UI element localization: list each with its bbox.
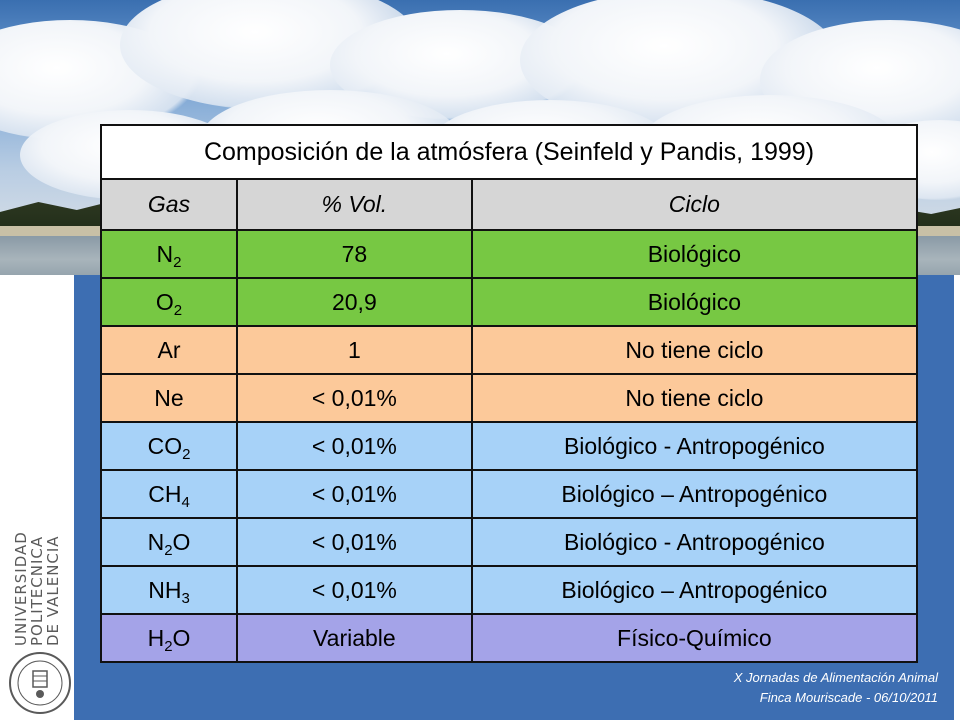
gas-cell: CH4 <box>100 469 238 519</box>
table-row: CO2 < 0,01% Biológico - Antropogénico <box>100 421 919 471</box>
ciclo-cell: Biológico – Antropogénico <box>470 469 919 519</box>
ciclo-cell: No tiene ciclo <box>470 325 919 375</box>
vol-cell: < 0,01% <box>236 469 473 519</box>
table-row: O2 20,9 Biológico <box>100 277 919 327</box>
atmosphere-table: Composición de la atmósfera (Seinfeld y … <box>100 124 919 663</box>
table-row: H2O Variable Físico-Químico <box>100 613 919 663</box>
vol-cell: < 0,01% <box>236 373 473 423</box>
vol-cell: < 0,01% <box>236 421 473 471</box>
ciclo-cell: Físico-Químico <box>470 613 919 663</box>
gas-cell: H2O <box>100 613 238 663</box>
table-row: Ar 1 No tiene ciclo <box>100 325 919 375</box>
seal-icon <box>9 652 71 714</box>
header-ciclo: Ciclo <box>470 178 919 231</box>
vol-cell: < 0,01% <box>236 565 473 615</box>
footer: X Jornadas de Alimentación Animal Finca … <box>734 668 938 708</box>
ciclo-cell: Biológico <box>470 277 919 327</box>
table-row: N2O < 0,01% Biológico - Antropogénico <box>100 517 919 567</box>
table-row: CH4 < 0,01% Biológico – Antropogénico <box>100 469 919 519</box>
ciclo-cell: Biológico – Antropogénico <box>470 565 919 615</box>
gas-cell: CO2 <box>100 421 238 471</box>
vol-cell: Variable <box>236 613 473 663</box>
gas-cell: O2 <box>100 277 238 327</box>
table-header-row: Gas % Vol. Ciclo <box>100 178 919 231</box>
ciclo-cell: Biológico - Antropogénico <box>470 421 919 471</box>
gas-cell: N2 <box>100 229 238 279</box>
ciclo-cell: Biológico <box>470 229 919 279</box>
gas-cell: N2O <box>100 517 238 567</box>
gas-cell: Ar <box>100 325 238 375</box>
gas-cell: Ne <box>100 373 238 423</box>
footer-line-1: X Jornadas de Alimentación Animal <box>733 670 938 685</box>
footer-line-2: Finca Mouriscade - 06/10/2011 <box>759 690 938 705</box>
table-title: Composición de la atmósfera (Seinfeld y … <box>100 124 918 180</box>
logo-line-1: UNIVERSIDAD <box>12 531 30 646</box>
logo-line-2: POLITECNICA <box>28 536 46 646</box>
table-row: N2 78 Biológico <box>100 229 919 279</box>
ciclo-cell: Biológico - Antropogénico <box>470 517 919 567</box>
gas-cell: NH3 <box>100 565 238 615</box>
table-row: NH3 < 0,01% Biológico – Antropogénico <box>100 565 919 615</box>
vol-cell: 20,9 <box>236 277 473 327</box>
header-vol: % Vol. <box>236 178 473 231</box>
table-title-row: Composición de la atmósfera (Seinfeld y … <box>100 124 918 180</box>
ciclo-cell: No tiene ciclo <box>470 373 919 423</box>
vol-cell: < 0,01% <box>236 517 473 567</box>
header-gas: Gas <box>100 178 238 231</box>
vol-cell: 1 <box>236 325 473 375</box>
table-row: Ne < 0,01% No tiene ciclo <box>100 373 919 423</box>
vol-cell: 78 <box>236 229 473 279</box>
logo-line-3: DE VALENCIA <box>44 535 62 646</box>
university-logo: UNIVERSIDAD POLITECNICA DE VALENCIA <box>9 531 71 714</box>
